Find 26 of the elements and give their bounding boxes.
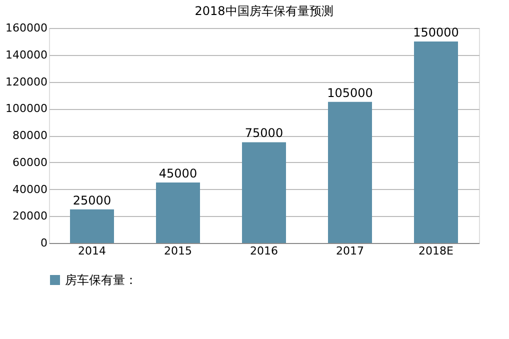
y-tick-label: 140000 bbox=[6, 48, 48, 62]
x-tick-label: 2016 bbox=[250, 244, 278, 258]
x-tick-label: 2014 bbox=[78, 244, 106, 258]
y-tick-label: 60000 bbox=[12, 156, 48, 169]
y-tick-label: 0 bbox=[40, 236, 48, 250]
y-tick-label: 20000 bbox=[12, 210, 48, 223]
data-label: 150000 bbox=[413, 25, 459, 40]
y-tick-label: 80000 bbox=[12, 129, 48, 142]
bar bbox=[156, 182, 200, 243]
y-tick-label: 40000 bbox=[12, 182, 48, 196]
data-label: 75000 bbox=[244, 126, 284, 140]
y-tick-label: 120000 bbox=[6, 75, 48, 88]
data-label: 25000 bbox=[72, 193, 112, 208]
data-label: 45000 bbox=[158, 166, 198, 181]
y-tick-label: 100000 bbox=[6, 102, 48, 116]
bar bbox=[242, 142, 286, 243]
x-tick-label: 2017 bbox=[336, 244, 364, 258]
x-tick-label: 2015 bbox=[164, 244, 192, 258]
x-tick-label: 2018E bbox=[418, 244, 454, 258]
y-tick-label: 160000 bbox=[6, 22, 48, 34]
bar bbox=[414, 41, 458, 243]
chart-title: 2018中国房车保有量预测 bbox=[194, 4, 334, 18]
legend-label: 房车保有量： bbox=[65, 273, 137, 287]
bar bbox=[328, 102, 372, 243]
bar bbox=[70, 209, 114, 243]
data-label: 105000 bbox=[327, 86, 373, 100]
